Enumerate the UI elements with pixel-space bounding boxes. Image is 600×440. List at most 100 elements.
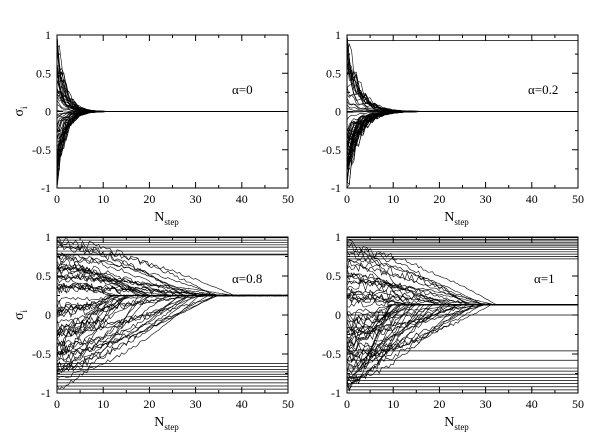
panel-bottom-left: 0 10 20 30 40 50 -1 -0.5 0 0.5 1 Nstep σi α=0.8	[12, 230, 294, 432]
series-line	[347, 111, 578, 168]
y-tick-label: 1	[45, 230, 51, 244]
x-tick-label: 20	[433, 397, 445, 411]
series-line	[57, 111, 288, 160]
x-tick-label: 0	[54, 192, 60, 206]
y-tick-label: 0.5	[326, 66, 341, 80]
series-line	[57, 96, 288, 112]
series-line	[57, 111, 288, 180]
series-line	[57, 111, 288, 158]
series-line	[57, 111, 288, 126]
x-tick-label: 20	[143, 192, 155, 206]
series-line	[57, 35, 288, 112]
series-line	[347, 304, 578, 363]
series-line	[57, 111, 288, 133]
y-tick-label: 0	[335, 308, 341, 322]
series-line	[57, 111, 288, 164]
annotation-backdrop	[230, 270, 265, 287]
series-line	[347, 111, 578, 185]
series-line	[347, 111, 578, 184]
series-line	[57, 111, 288, 143]
y-tick-label: -1	[41, 386, 51, 400]
series-line	[57, 111, 288, 174]
series-line	[57, 111, 288, 188]
x-axis-label: Nstep	[444, 415, 469, 432]
annotation-backdrop	[526, 81, 561, 98]
x-tick-label: 50	[282, 192, 294, 206]
x-tick-label: 40	[236, 192, 248, 206]
series-line	[347, 111, 578, 181]
plot-area	[57, 35, 288, 188]
series-line	[347, 40, 578, 112]
x-tick-label: 50	[572, 192, 584, 206]
series-line	[347, 111, 578, 165]
x-tick-label: 40	[526, 397, 538, 411]
x-tick-label: 0	[54, 397, 60, 411]
y-tick-label: 0.5	[326, 269, 341, 283]
y-tick-label: -0.5	[32, 143, 51, 157]
plot-area	[57, 237, 288, 390]
y-tick-label: -0.5	[322, 347, 341, 361]
series-line	[57, 111, 288, 140]
series-line	[57, 111, 288, 186]
y-axis-label: σi	[12, 106, 29, 117]
series-line	[347, 111, 578, 151]
annotation-backdrop	[532, 270, 557, 287]
series-line	[57, 42, 288, 112]
y-tick-label: -1	[331, 181, 341, 195]
plot-area	[347, 237, 578, 392]
x-tick-label: 10	[387, 192, 399, 206]
series-line	[57, 111, 288, 147]
series-line	[347, 35, 578, 112]
x-tick-label: 30	[480, 397, 492, 411]
series-line	[57, 48, 288, 112]
x-tick-label: 30	[190, 192, 202, 206]
x-tick-label: 0	[344, 397, 350, 411]
series-line	[57, 111, 288, 141]
y-tick-label: 0.5	[36, 66, 51, 80]
y-tick-label: 0	[335, 105, 341, 119]
series-line	[347, 111, 578, 153]
series-line	[347, 35, 578, 112]
series-line	[57, 111, 288, 148]
series-line	[57, 111, 288, 170]
y-axis-label: σi	[12, 309, 29, 320]
x-axis-label: Nstep	[444, 210, 469, 227]
series-line	[347, 111, 578, 162]
x-tick-label: 10	[97, 192, 109, 206]
series-line	[57, 294, 288, 390]
series-line	[347, 111, 578, 160]
series-line	[347, 111, 578, 171]
x-tick-label: 10	[387, 397, 399, 411]
series-line	[347, 35, 578, 112]
panel-top-right: 0 10 20 30 40 50 -1 -0.5 0 0.5 1 Nstep α=0.2	[322, 28, 584, 227]
series-line	[347, 111, 578, 159]
x-tick-label: 20	[143, 397, 155, 411]
series-line	[347, 111, 578, 173]
series-line	[57, 111, 288, 161]
y-tick-label: -1	[41, 181, 51, 195]
x-tick-label: 50	[282, 397, 294, 411]
series-line	[57, 111, 288, 131]
series-line	[57, 35, 288, 112]
series-line	[347, 111, 578, 173]
series-line	[347, 111, 578, 165]
series-line	[57, 111, 288, 129]
series-line	[347, 304, 578, 363]
y-tick-label: 0	[45, 308, 51, 322]
series-line	[57, 111, 288, 171]
series-line	[57, 111, 288, 139]
y-tick-label: 1	[335, 230, 341, 244]
y-tick-label: 0.5	[36, 269, 51, 283]
y-tick-label: -1	[331, 386, 341, 400]
annotation-backdrop	[230, 81, 255, 98]
series-line	[57, 111, 288, 184]
series-line	[347, 111, 578, 159]
series-line	[57, 111, 288, 133]
series-line	[347, 111, 578, 159]
series-line	[347, 111, 578, 188]
series-line	[57, 294, 288, 332]
x-tick-label: 40	[526, 192, 538, 206]
y-tick-label: 0	[45, 105, 51, 119]
series-line	[347, 111, 578, 166]
